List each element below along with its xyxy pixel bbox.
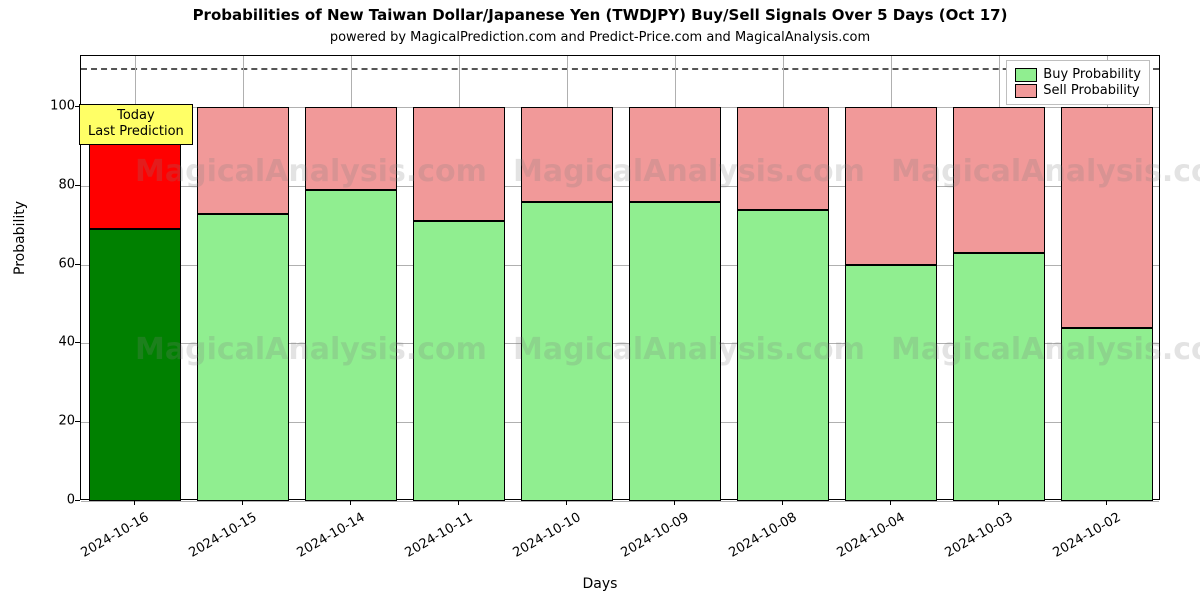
y-tick-mark <box>75 185 80 186</box>
x-tick-mark <box>566 500 567 505</box>
x-tick-label: 2024-10-10 <box>507 510 584 563</box>
bar-sell <box>845 107 937 265</box>
watermark-text: MagicalAnalysis.com <box>891 154 1200 189</box>
bar-buy <box>89 229 181 501</box>
annotation-line-2: Last Prediction <box>88 124 184 140</box>
bar-sell <box>737 107 829 209</box>
legend-swatch <box>1015 84 1037 98</box>
plot-area: MagicalAnalysis.comMagicalAnalysis.comMa… <box>80 55 1160 500</box>
legend-item: Sell Probability <box>1015 83 1141 98</box>
y-tick-label: 100 <box>5 99 75 114</box>
x-tick-label: 2024-10-03 <box>939 510 1016 563</box>
y-tick-label: 40 <box>5 335 75 350</box>
x-tick-label: 2024-10-04 <box>831 510 908 563</box>
chart-title: Probabilities of New Taiwan Dollar/Japan… <box>0 6 1200 24</box>
bar-sell <box>197 107 289 213</box>
chart-container: Probabilities of New Taiwan Dollar/Japan… <box>0 0 1200 600</box>
legend-label: Buy Probability <box>1043 67 1141 82</box>
x-tick-mark <box>998 500 999 505</box>
x-tick-mark <box>674 500 675 505</box>
bar-sell <box>413 107 505 221</box>
x-axis-label: Days <box>0 576 1200 592</box>
x-tick-label: 2024-10-16 <box>75 510 152 563</box>
bar-buy <box>305 190 397 501</box>
x-tick-label: 2024-10-02 <box>1047 510 1124 563</box>
y-tick-mark <box>75 500 80 501</box>
bar-buy <box>197 214 289 501</box>
bar-buy <box>737 210 829 501</box>
chart-subtitle: powered by MagicalPrediction.com and Pre… <box>0 30 1200 45</box>
annotation-today: TodayLast Prediction <box>79 104 193 145</box>
x-tick-mark <box>1106 500 1107 505</box>
bar-sell <box>1061 107 1153 328</box>
legend-label: Sell Probability <box>1043 83 1139 98</box>
legend-swatch <box>1015 68 1037 82</box>
y-tick-label: 0 <box>5 493 75 508</box>
y-tick-mark <box>75 264 80 265</box>
y-tick-mark <box>75 421 80 422</box>
bar-sell <box>521 107 613 202</box>
x-tick-label: 2024-10-14 <box>291 510 368 563</box>
bar-sell <box>953 107 1045 253</box>
x-tick-label: 2024-10-11 <box>399 510 476 563</box>
bar-sell <box>305 107 397 190</box>
y-tick-mark <box>75 342 80 343</box>
x-tick-label: 2024-10-09 <box>615 510 692 563</box>
bar-buy <box>413 221 505 501</box>
x-tick-label: 2024-10-08 <box>723 510 800 563</box>
bar-buy <box>629 202 721 501</box>
y-tick-label: 80 <box>5 177 75 192</box>
legend: Buy ProbabilitySell Probability <box>1006 60 1150 105</box>
x-tick-mark <box>134 500 135 505</box>
x-tick-mark <box>458 500 459 505</box>
bar-buy <box>845 265 937 501</box>
x-tick-mark <box>242 500 243 505</box>
annotation-line-1: Today <box>88 108 184 124</box>
y-tick-label: 60 <box>5 256 75 271</box>
y-tick-label: 20 <box>5 414 75 429</box>
bar-buy <box>953 253 1045 501</box>
bar-buy <box>521 202 613 501</box>
bar-sell <box>629 107 721 202</box>
x-tick-mark <box>350 500 351 505</box>
x-tick-label: 2024-10-15 <box>183 510 260 563</box>
x-tick-mark <box>890 500 891 505</box>
x-tick-mark <box>782 500 783 505</box>
bar-buy <box>1061 328 1153 501</box>
legend-item: Buy Probability <box>1015 67 1141 82</box>
watermark-text: MagicalAnalysis.com <box>891 332 1200 367</box>
